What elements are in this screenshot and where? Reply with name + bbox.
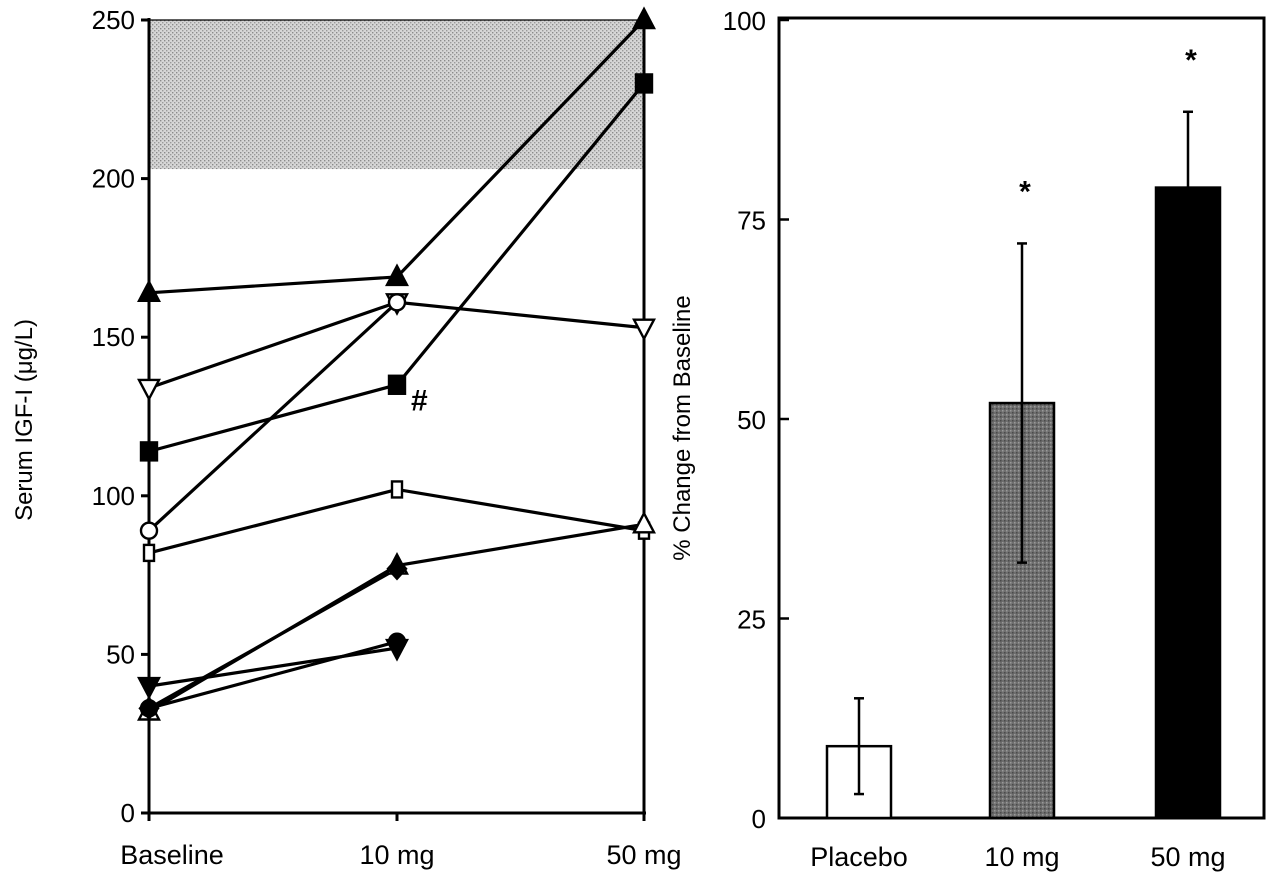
data-point-marker [390,480,404,499]
data-point-marker [632,318,656,342]
data-point-marker [387,632,407,651]
right-y-ticks: 0 25 50 75 100 [723,6,789,834]
right-y-axis-title: % Change from Baseline [669,295,696,560]
data-point-marker [387,374,407,395]
data-point-marker [137,676,161,700]
data-point-marker [139,441,159,462]
significance-marker: * [1185,44,1197,77]
left-chart: 0 50 100 150 200 250 Baseline 10 mg 50 mg # Ser… [11,5,682,870]
right-x-tick-label: 50 mg [1150,842,1225,872]
left-y-tick-label: 150 [92,322,135,352]
left-x-tick-label: Baseline [120,840,224,870]
series-line [147,301,399,532]
left-y-tick-label: 0 [121,798,135,828]
bar [1154,186,1222,820]
left-x-tick-label: 10 mg [359,840,434,870]
right-y-tick-label: 75 [737,206,766,236]
right-x-ticks: Placebo 10 mg 50 mg [810,842,1225,872]
data-point-marker [385,263,409,287]
data-point-marker [139,699,159,718]
annotation-hash: # [411,385,428,418]
left-markers-group [137,6,656,721]
data-point-marker [137,279,161,302]
data-point-marker [634,73,654,94]
right-x-tick-label: 10 mg [984,842,1059,872]
data-point-marker [139,521,159,540]
normal-range-band [149,20,644,170]
series-line [148,646,398,688]
left-y-tick-label: 100 [92,481,135,511]
right-y-tick-label: 25 [737,605,766,635]
data-point-marker [632,510,656,534]
significance-marker: * [1019,175,1031,208]
data-point-marker [137,378,161,402]
right-y-tick-label: 100 [723,6,766,36]
left-y-tick-label: 250 [92,5,135,35]
left-y-tick-label: 200 [92,164,135,194]
right-bars-group: ** [825,44,1222,820]
series-line [148,640,398,710]
series-line [148,487,645,555]
left-x-tick-label: 50 mg [606,840,681,870]
data-point-marker [142,543,156,563]
series-line [148,567,398,710]
left-y-axis-title: Serum IGF-I (μg/L) [11,319,38,521]
data-point-marker [386,556,408,581]
right-x-tick-label: Placebo [810,842,908,872]
right-y-tick-label: 50 [737,405,766,435]
left-x-ticks: Baseline 10 mg 50 mg [120,813,682,870]
left-y-ticks: 0 50 100 150 200 250 [92,5,149,828]
left-y-tick-label: 50 [106,639,135,669]
data-point-marker [387,293,407,312]
right-y-tick-label: 0 [752,804,766,834]
data-point-marker [632,6,656,30]
series-line [148,522,645,713]
